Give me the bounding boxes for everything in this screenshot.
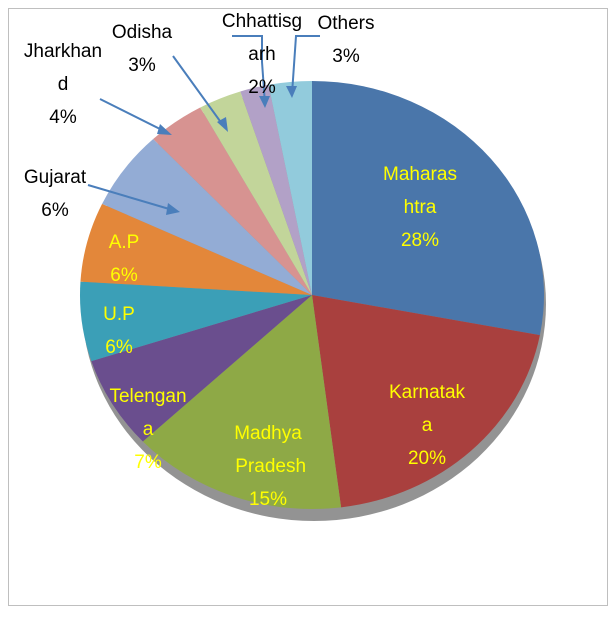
value-label: 3% xyxy=(128,55,156,76)
arrow-head xyxy=(217,117,228,132)
pie-slice xyxy=(200,91,312,295)
label-line: a xyxy=(422,415,433,436)
value-label: 7% xyxy=(134,452,162,473)
label-line: htra xyxy=(404,197,437,218)
pie-slice xyxy=(240,84,312,295)
label-line: Jharkhan xyxy=(24,41,102,62)
label-line: Gujarat xyxy=(24,167,87,188)
pie-slice xyxy=(153,107,312,295)
category-label: Chhattisg arh xyxy=(222,11,302,65)
arrow-head xyxy=(286,86,297,98)
leader-line xyxy=(291,35,320,95)
slices xyxy=(80,81,544,509)
value-label: 6% xyxy=(105,337,133,358)
label-line: Telengan xyxy=(109,386,186,407)
category-label: Gujarat xyxy=(24,167,87,188)
label-line: a xyxy=(143,419,154,440)
labels: Maharas htra 28% Karnatak a 20% Madhya Pradesh… xyxy=(24,11,466,510)
label-line: Maharas xyxy=(383,164,457,185)
value-label: 28% xyxy=(401,230,439,251)
label-line: Chhattisg xyxy=(222,11,302,32)
value-label: 20% xyxy=(408,448,446,469)
arrow-head xyxy=(166,203,180,215)
category-label: Telengan a xyxy=(109,386,186,440)
category-label: U.P xyxy=(103,304,135,325)
label-line: Odisha xyxy=(112,22,173,43)
category-label: Others xyxy=(317,13,374,34)
label-line: A.P xyxy=(109,232,140,253)
category-label: Madhya Pradesh xyxy=(230,423,306,477)
value-label: 2% xyxy=(248,77,276,98)
pie-slice xyxy=(80,281,313,362)
category-label: Jharkhan d xyxy=(24,41,102,95)
pie-slice xyxy=(268,81,312,295)
value-label: 15% xyxy=(249,489,287,510)
category-label: Odisha xyxy=(112,22,173,43)
arrow-head xyxy=(259,96,270,108)
pie-slice xyxy=(312,81,544,336)
label-line: Madhya xyxy=(234,423,302,444)
category-label: Maharas htra xyxy=(383,164,457,218)
pie-slice xyxy=(142,295,342,509)
label-line: d xyxy=(58,74,69,95)
pie-slice xyxy=(312,295,540,508)
value-label: 3% xyxy=(332,46,360,67)
arrow-heads xyxy=(157,86,297,215)
category-label: A.P xyxy=(109,232,140,253)
leader-line xyxy=(232,35,266,105)
label-line: Karnatak xyxy=(389,382,466,403)
label-line: U.P xyxy=(103,304,135,325)
leader-line xyxy=(99,98,169,134)
label-line: Pradesh xyxy=(230,456,306,477)
label-line: arh xyxy=(248,44,275,65)
arrow-head xyxy=(157,124,172,135)
leader-lines xyxy=(87,35,320,212)
value-label: 6% xyxy=(110,265,138,286)
value-label: 6% xyxy=(41,200,69,221)
pie-slice xyxy=(102,139,312,295)
label-line: Others xyxy=(317,13,374,34)
leader-line xyxy=(87,184,177,212)
pie-slice xyxy=(80,203,313,295)
value-label: 4% xyxy=(49,107,77,128)
category-label: Karnatak a xyxy=(389,382,466,436)
pie-slice xyxy=(91,295,312,442)
leader-line xyxy=(172,55,226,129)
